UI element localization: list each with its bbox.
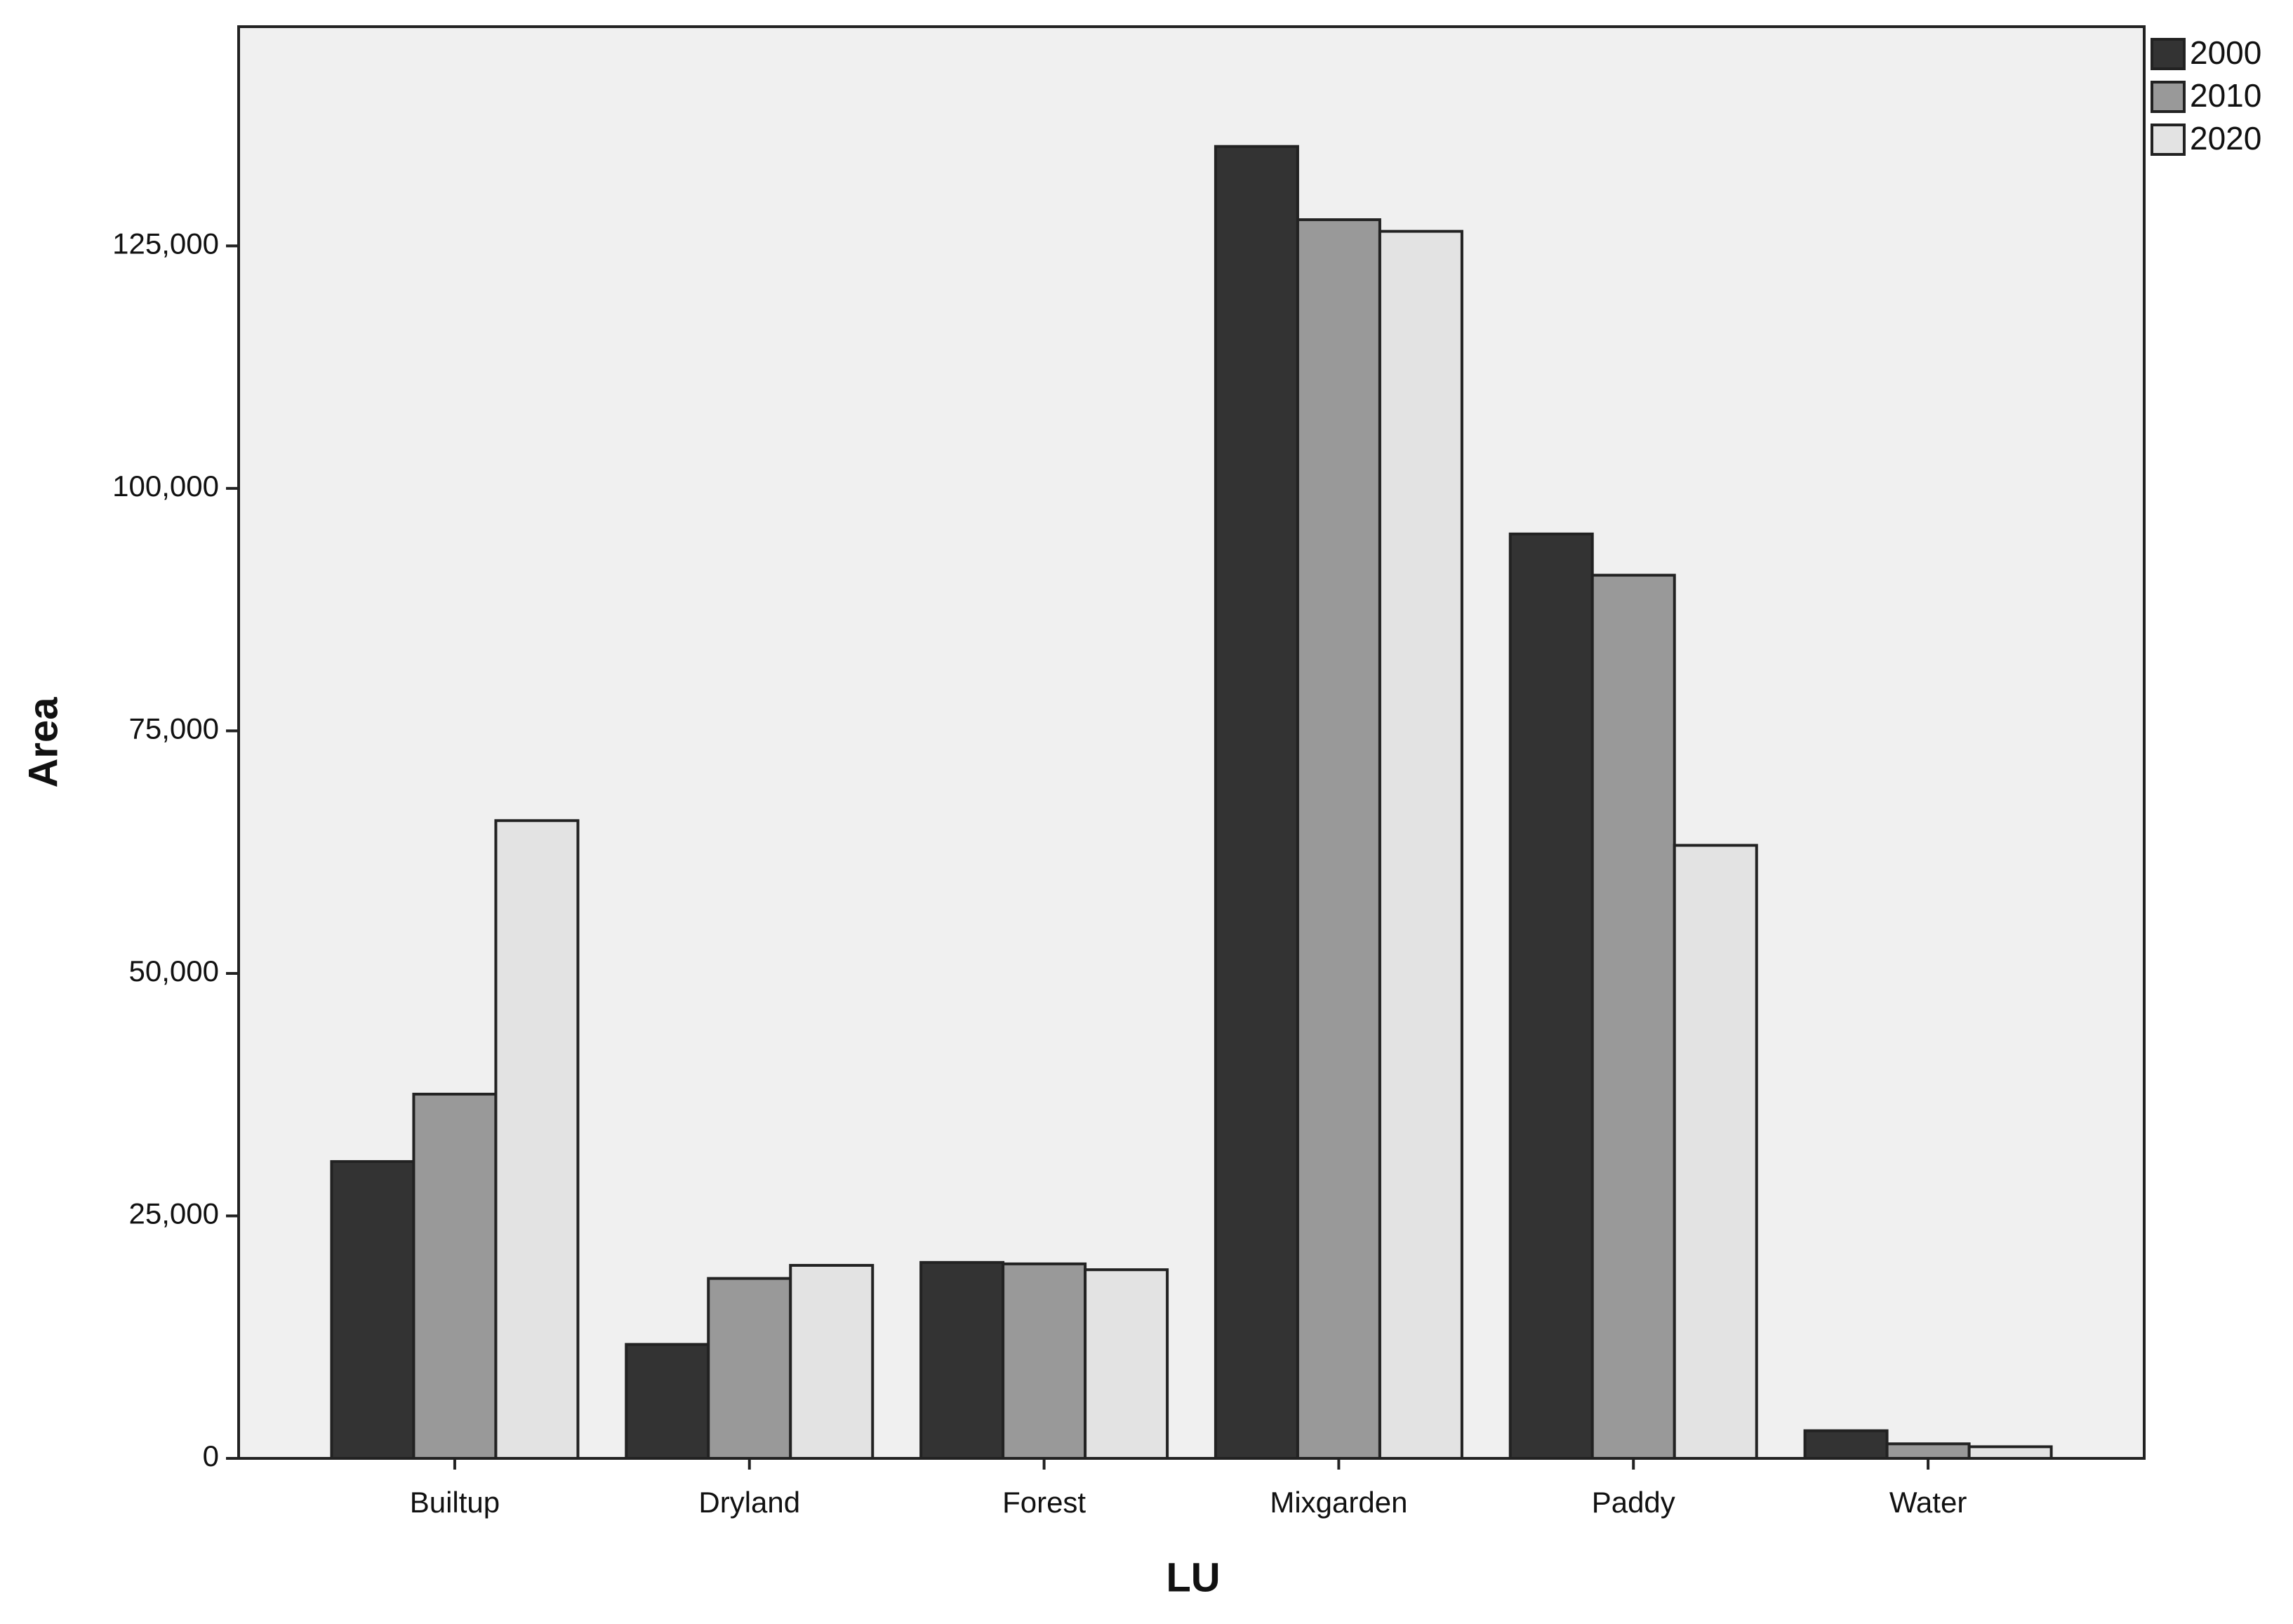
bar xyxy=(1002,1262,1087,1460)
y-axis-title: Area xyxy=(20,697,66,788)
y-tick-label: 0 xyxy=(203,1439,219,1472)
bar xyxy=(1296,218,1381,1460)
bar xyxy=(707,1277,792,1460)
legend-label: 2000 xyxy=(2190,34,2261,71)
y-tick-label: 75,000 xyxy=(129,712,219,745)
y-tick-label: 125,000 xyxy=(112,227,219,260)
bar xyxy=(1590,573,1676,1460)
bar xyxy=(1803,1429,1889,1460)
bar xyxy=(494,819,580,1460)
x-tick-label: Mixgarden xyxy=(1270,1486,1407,1519)
bar xyxy=(1214,145,1299,1460)
legend-label: 2020 xyxy=(2190,120,2261,157)
bar xyxy=(1885,1442,1971,1460)
bar xyxy=(625,1343,710,1460)
bar xyxy=(412,1093,498,1460)
y-tick-label: 50,000 xyxy=(129,954,219,987)
legend-swatch xyxy=(2151,124,2186,156)
bar xyxy=(330,1160,416,1460)
x-tick-label: Builtup xyxy=(410,1486,500,1519)
bar xyxy=(1378,229,1463,1460)
bar xyxy=(1967,1445,2053,1460)
legend-label: 2010 xyxy=(2190,77,2261,114)
x-tick-label: Paddy xyxy=(1592,1486,1675,1519)
x-axis-title: LU xyxy=(1166,1555,1220,1600)
bar xyxy=(1673,844,1758,1460)
legend-swatch xyxy=(2151,38,2186,70)
x-tick-label: Water xyxy=(1889,1486,1967,1519)
x-tick-label: Forest xyxy=(1002,1486,1086,1519)
x-tick-label: Dryland xyxy=(698,1486,800,1519)
bar xyxy=(1084,1268,1169,1460)
legend-swatch xyxy=(2151,81,2186,113)
y-tick-label: 25,000 xyxy=(129,1197,219,1230)
y-tick-label: 100,000 xyxy=(112,470,219,502)
bar xyxy=(919,1260,1005,1460)
bar xyxy=(1508,532,1594,1460)
bar xyxy=(789,1263,875,1460)
